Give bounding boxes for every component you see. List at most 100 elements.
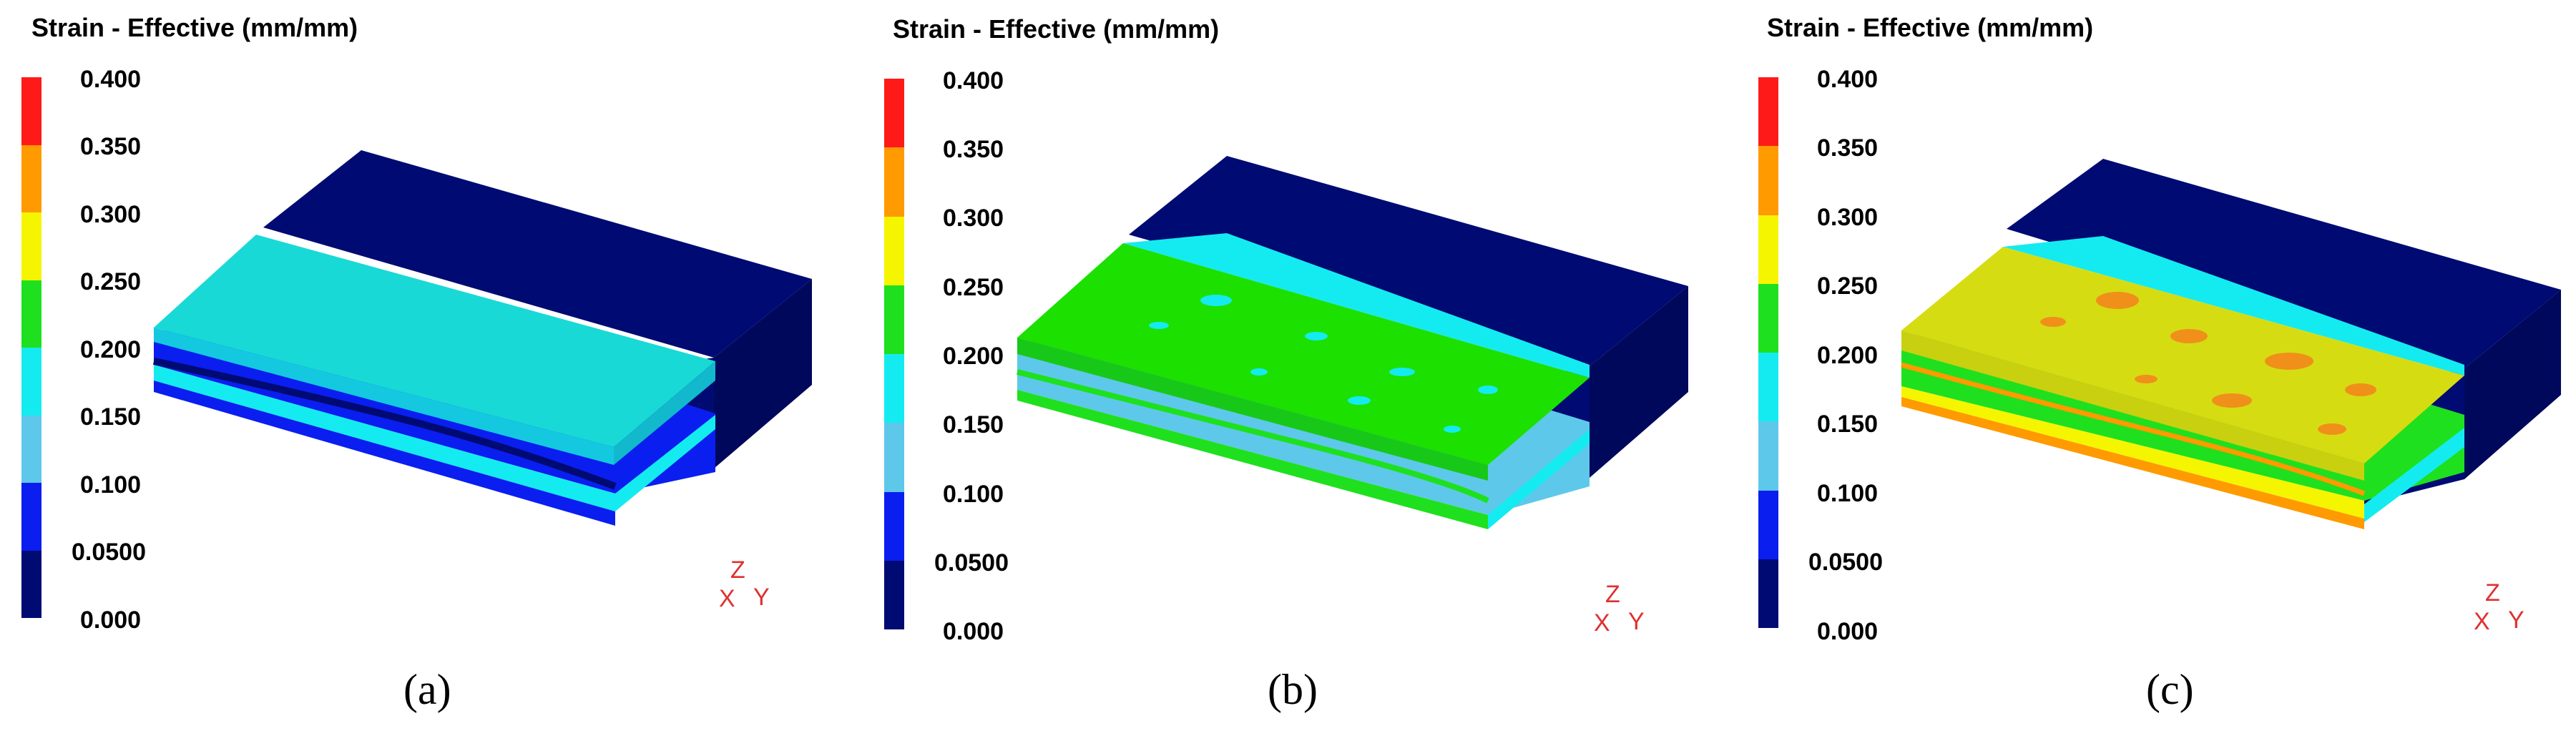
hotspot — [2318, 423, 2346, 435]
layer-cyan-edge — [2364, 428, 2464, 522]
tick-label: 0.0500 — [1808, 549, 1883, 576]
tick-label: 0.200 — [943, 343, 1004, 370]
fem-model — [152, 150, 812, 526]
hotspot — [2265, 353, 2313, 370]
top-plate — [1901, 247, 2464, 463]
tick-label: 0.200 — [80, 336, 142, 363]
hotspot — [1200, 295, 1232, 306]
top-strip-cyan — [2003, 236, 2464, 376]
top-plate-front — [1901, 330, 2364, 481]
colorbar-band-3 — [884, 354, 904, 423]
layer-orange-bottom — [1901, 397, 2364, 529]
colorbar-band-1 — [884, 491, 904, 561]
top-strip-cyan — [1123, 233, 1590, 378]
colorbar-band-0 — [21, 550, 41, 618]
tick-label: 0.100 — [943, 481, 1004, 508]
tick-label: 0.200 — [1817, 342, 1879, 369]
tick-label: 0.350 — [943, 136, 1004, 163]
colorbar-band-2 — [884, 423, 904, 492]
axis-y-label: Y — [2508, 607, 2524, 634]
colorbar-band-0 — [884, 560, 904, 629]
axis-z-label: Z — [1605, 581, 1620, 608]
hotspot — [1348, 396, 1371, 405]
tick-label: 0.350 — [1817, 134, 1879, 162]
hotspot — [1149, 322, 1169, 329]
colorbar-band-7 — [1758, 77, 1778, 147]
base-block-side — [2464, 290, 2561, 479]
wavy-line — [152, 358, 617, 490]
colorbar-band-4 — [1758, 283, 1778, 353]
axis-triad: Z X Y — [719, 556, 783, 621]
colorbar — [1758, 77, 1778, 628]
tick-label: 0.100 — [1817, 480, 1879, 507]
axis-triad: Z X Y — [1594, 581, 1658, 645]
panel-a: Strain - Effective (mm/mm) 0.400 0.350 0… — [0, 0, 858, 741]
colorbar-band-7 — [884, 79, 904, 148]
fem-model — [1901, 159, 2561, 529]
axis-z-label: Z — [730, 556, 745, 584]
tick-label: 0.150 — [943, 411, 1004, 438]
top-plate-front — [1017, 338, 1488, 481]
hotspot — [1305, 332, 1328, 340]
tick-label: 0.150 — [1817, 411, 1879, 438]
tick-label: 0.0500 — [934, 549, 1009, 576]
hotspot — [2170, 329, 2208, 343]
base-block-top — [2007, 159, 2561, 368]
colorbar-band-7 — [21, 77, 41, 145]
colorbar-band-5 — [1758, 215, 1778, 284]
tick-label: 0.000 — [80, 607, 142, 634]
layer-yellow-bottom — [1901, 386, 2364, 519]
colorbar-band-2 — [21, 415, 41, 483]
colorbar-band-1 — [21, 483, 41, 551]
tick-label: 0.400 — [943, 67, 1004, 94]
panel-c: Strain - Effective (mm/mm) 0.400 0.350 0… — [1717, 0, 2575, 741]
tick-label: 0.150 — [80, 403, 142, 431]
top-plate — [1017, 243, 1590, 465]
axis-z-label: Z — [2485, 579, 2500, 607]
top-plate-edge — [614, 361, 715, 465]
hotspot — [1444, 426, 1461, 433]
panel-b: Strain - Effective (mm/mm) 0.400 0.350 0… — [858, 0, 1717, 741]
tick-label: 0.0500 — [72, 539, 146, 566]
colorbar-band-4 — [21, 280, 41, 348]
top-plate — [154, 235, 715, 447]
tick-label: 0.350 — [80, 133, 142, 160]
tick-label: 0.300 — [1817, 204, 1879, 231]
wavy-line-green — [1017, 369, 1489, 504]
hotspot — [2096, 292, 2139, 309]
top-plate-front — [154, 328, 614, 465]
base-block-side — [714, 279, 812, 468]
axis-triad: Z X Y — [2474, 579, 2538, 644]
axis-y-label: Y — [753, 584, 770, 611]
hotspot — [2345, 383, 2376, 396]
wavy-line-orange — [1901, 362, 2366, 496]
legend-title: Strain - Effective (mm/mm) — [1767, 13, 2094, 42]
panel-caption: (c) — [2146, 666, 2194, 713]
tick-label: 0.250 — [943, 274, 1004, 301]
axis-x-label: X — [719, 585, 735, 612]
legend-title: Strain - Effective (mm/mm) — [893, 14, 1220, 44]
tick-label: 0.400 — [80, 66, 142, 93]
colorbar-band-5 — [21, 212, 41, 280]
base-block-top — [263, 150, 812, 358]
colorbar-band-3 — [21, 348, 41, 416]
tick-label: 0.250 — [80, 268, 142, 295]
colorbar — [884, 79, 904, 629]
orange-hotspots — [2040, 292, 2376, 435]
base-block-side — [1590, 286, 1688, 478]
tick-label: 0.300 — [943, 205, 1004, 232]
colorbar-band-6 — [1758, 146, 1778, 215]
axis-x-label: X — [1594, 609, 1610, 637]
hotspot — [1250, 368, 1268, 376]
tick-label: 0.000 — [943, 618, 1004, 645]
colorbar-band-4 — [884, 285, 904, 354]
axis-y-label: Y — [1628, 608, 1645, 635]
tick-label: 0.000 — [1817, 618, 1879, 645]
colorbar-band-3 — [1758, 353, 1778, 422]
colorbar-band-5 — [884, 216, 904, 285]
panel-caption: (b) — [1268, 666, 1318, 713]
tick-label: 0.100 — [80, 471, 142, 499]
colorbar-band-2 — [1758, 421, 1778, 491]
colorbar — [21, 77, 41, 618]
legend-title: Strain - Effective (mm/mm) — [31, 13, 358, 42]
